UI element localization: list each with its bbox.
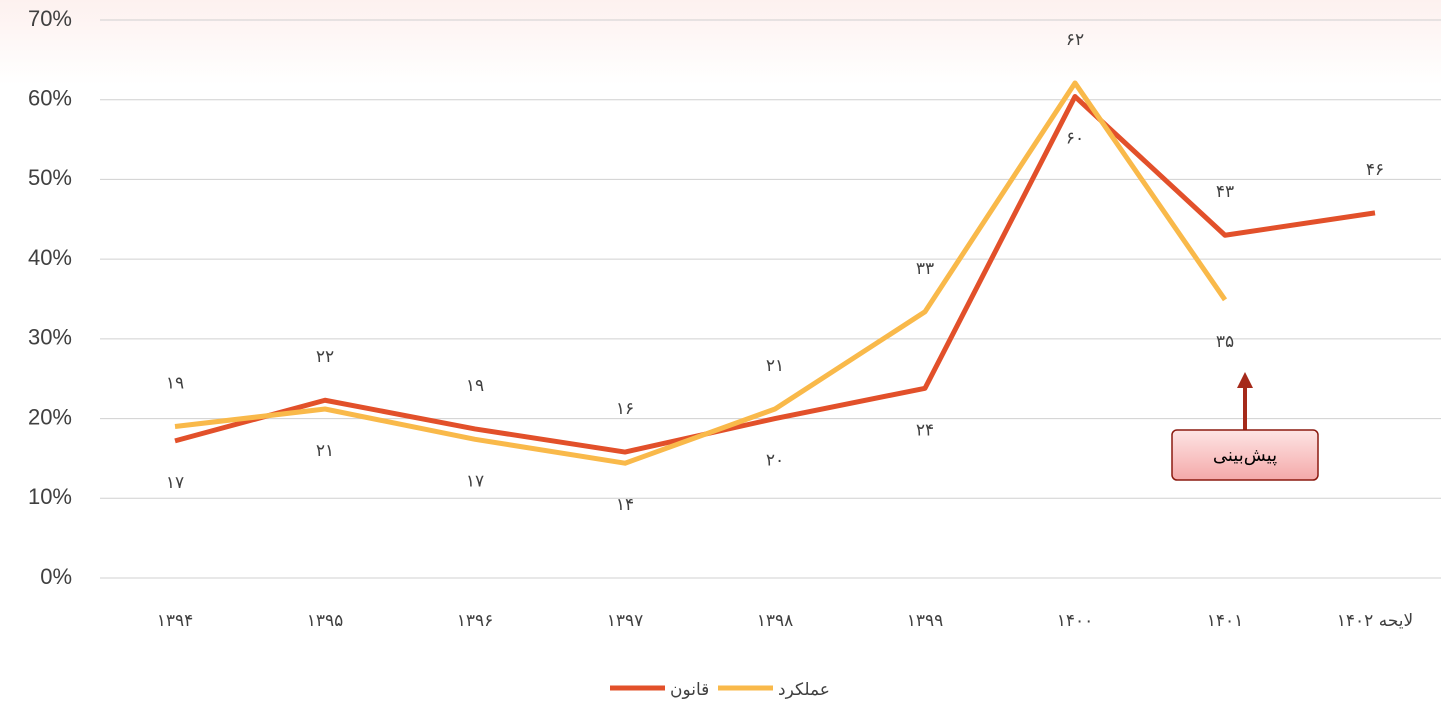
x-tick-label: ۱۴۰۱	[1207, 611, 1244, 631]
y-tick-label: 70%	[28, 6, 72, 31]
series-line	[174, 94, 1376, 455]
value-label: ۶۲	[1066, 30, 1084, 50]
value-label: ۲۴	[916, 420, 934, 440]
y-tick-label: 60%	[28, 86, 72, 111]
value-label: ۱۹	[466, 376, 484, 396]
x-tick-label: ۱۳۹۶	[457, 611, 494, 631]
legend-label: عملکرد	[778, 680, 830, 700]
value-label: ۳۳	[916, 259, 934, 279]
legend-label: قانون	[670, 680, 709, 700]
value-label: ۱۴	[616, 495, 634, 515]
y-tick-label: 30%	[28, 325, 72, 350]
value-label: ۶۰	[1066, 129, 1084, 149]
y-tick-label: 0%	[40, 564, 72, 589]
value-label: ۲۱	[766, 356, 784, 376]
value-label: ۲۲	[316, 347, 334, 367]
y-tick-label: 50%	[28, 165, 72, 190]
x-tick-label: ۱۴۰۰	[1057, 611, 1094, 631]
x-tick-label: لایحه ۱۴۰۲	[1337, 611, 1413, 631]
x-tick-label: ۱۳۹۴	[157, 611, 194, 631]
annotation-arrowhead	[1237, 372, 1253, 388]
annotation-box	[1171, 429, 1319, 481]
value-label: ۱۹	[166, 374, 184, 394]
series-line	[174, 80, 1228, 466]
annotation: پیش‌بینی	[1171, 372, 1319, 481]
x-tick-label: ۱۳۹۵	[307, 611, 344, 631]
y-tick-label: 10%	[28, 484, 72, 509]
x-tick-label: ۱۳۹۹	[907, 611, 944, 631]
value-label: ۴۶	[1366, 160, 1384, 180]
value-label: ۴۳	[1216, 182, 1234, 202]
value-label: ۲۱	[316, 441, 334, 461]
y-tick-label: 40%	[28, 245, 72, 270]
annotation-text: پیش‌بینی	[1213, 445, 1277, 466]
y-tick-label: 20%	[28, 404, 72, 429]
x-tick-label: ۱۳۹۸	[757, 611, 794, 631]
value-label: ۲۰	[766, 451, 784, 471]
value-label: ۱۷	[466, 471, 484, 491]
value-label: ۱۷	[166, 473, 184, 493]
value-label: ۱۶	[616, 399, 634, 419]
value-label: ۳۵	[1216, 332, 1234, 352]
x-tick-label: ۱۳۹۷	[607, 611, 644, 631]
